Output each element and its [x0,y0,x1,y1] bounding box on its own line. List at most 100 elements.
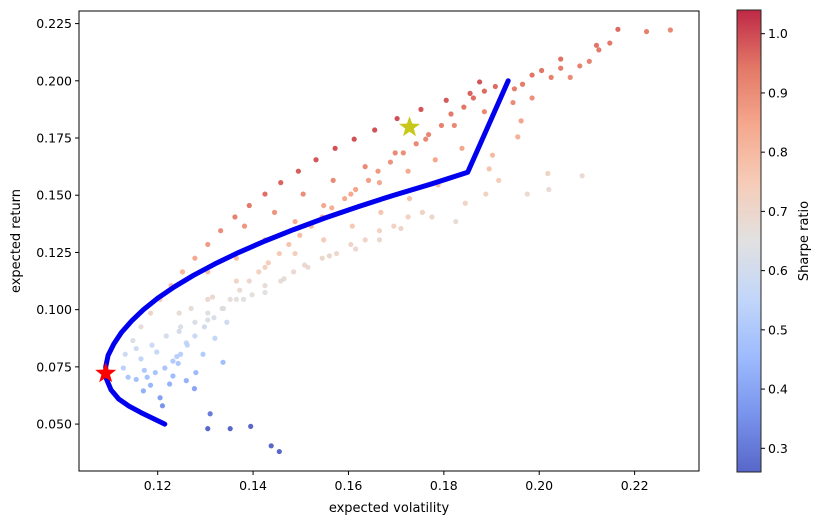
scatter-point [492,83,498,90]
scatter-point [265,260,271,266]
x-tick-label: 0.22 [621,478,649,493]
scatter-point [262,264,268,270]
scatter-point [394,115,400,122]
scatter-point [429,214,435,220]
scatter-point [459,145,465,151]
scatter-point [179,269,186,275]
scatter-point [365,177,372,183]
scatter-point [548,74,554,80]
scatter-point [400,150,406,156]
scatter-point [510,99,516,106]
scatter-point [271,209,278,215]
y-tick-label: 0.150 [36,188,72,203]
colorbar-tick-label: 0.6 [768,263,788,278]
y-tick-label: 0.200 [36,73,72,88]
scatter-point [262,283,268,289]
scatter-point [205,296,211,302]
scatter-point [227,426,233,432]
scatter-point [353,246,359,252]
scatter-point [615,26,621,32]
scatter-point [200,351,206,357]
scatter-point [249,292,255,298]
scatter-point [138,356,144,362]
scatter-point [558,65,564,71]
scatter-points [120,26,673,455]
scatter-point [286,241,292,248]
scatter-point [481,88,487,94]
scatter-point [292,218,298,225]
x-tick-label: 0.16 [335,478,363,493]
scatter-point [174,353,180,360]
scatter-point [496,177,502,183]
scatter-point [276,448,282,455]
x-tick-label: 0.18 [430,478,458,493]
scatter-point [133,376,139,383]
scatter-point [233,296,239,302]
scatter-point [351,136,357,142]
scatter-point [453,218,459,225]
scatter-point [147,382,154,388]
scatter-point [405,214,411,220]
scatter-point [224,319,230,325]
scatter-point [246,278,252,284]
scatter-point [278,180,284,186]
scatter-point [220,359,226,365]
scatter-point [140,388,146,394]
scatter-point [376,228,383,234]
scatter-point [149,342,155,348]
y-tick-label: 0.125 [36,245,72,260]
scatter-point [519,81,526,87]
scatter-point [405,168,411,174]
scatter-point [378,209,384,215]
scatter-point [233,278,239,284]
scatter-point [162,365,168,371]
scatter-point [362,237,368,243]
scatter-point [425,131,432,138]
scatter-point [392,150,398,156]
colorbar-tick-label: 0.4 [768,382,788,397]
scatter-point [163,333,169,339]
scatter-point [262,289,268,296]
scatter-point [262,191,268,197]
portfolio-markers [95,116,420,383]
scatter-point [330,177,336,183]
scatter-point [353,186,359,193]
x-tick-label: 0.14 [239,478,267,493]
scatter-point [545,170,551,177]
scatter-point [349,223,355,229]
x-axis: 0.12 0.14 0.16 0.18 0.20 0.22 [144,471,649,493]
scatter-point [193,369,199,376]
scatter-point [246,202,252,209]
scatter-point [170,358,176,364]
x-tick-label: 0.12 [144,478,172,493]
scatter-point [448,111,454,117]
scatter-point [192,319,198,325]
scatter-point [342,196,348,202]
scatter-point [141,367,147,373]
scatter-point [207,411,213,417]
scatter-point [413,141,419,147]
scatter-point [376,237,383,243]
scatter-point [240,296,247,302]
colorbar-ticks: 0.3 0.4 0.5 0.6 0.7 0.8 0.9 1.0 [761,26,788,456]
scatter-point [461,104,467,110]
scatter-point [596,47,602,53]
scatter-point [406,196,413,202]
scatter-point [546,186,552,193]
scatter-point [177,351,184,357]
scatter-point [184,342,190,348]
max-sharpe-star [399,116,420,137]
scatter-point [376,180,383,186]
colorbar-tick-label: 0.5 [768,322,788,337]
scatter-point [167,381,173,387]
axes-frame [78,10,700,472]
colorbar-tick-label: 0.9 [768,85,788,100]
scatter-point [278,278,284,284]
scatter-point [511,86,518,92]
y-tick-label: 0.075 [36,359,72,374]
scatter-point [292,250,298,257]
scatter-point [205,310,211,316]
scatter-point [209,294,216,300]
scatter-point [191,386,198,392]
scatter-point [567,74,573,80]
